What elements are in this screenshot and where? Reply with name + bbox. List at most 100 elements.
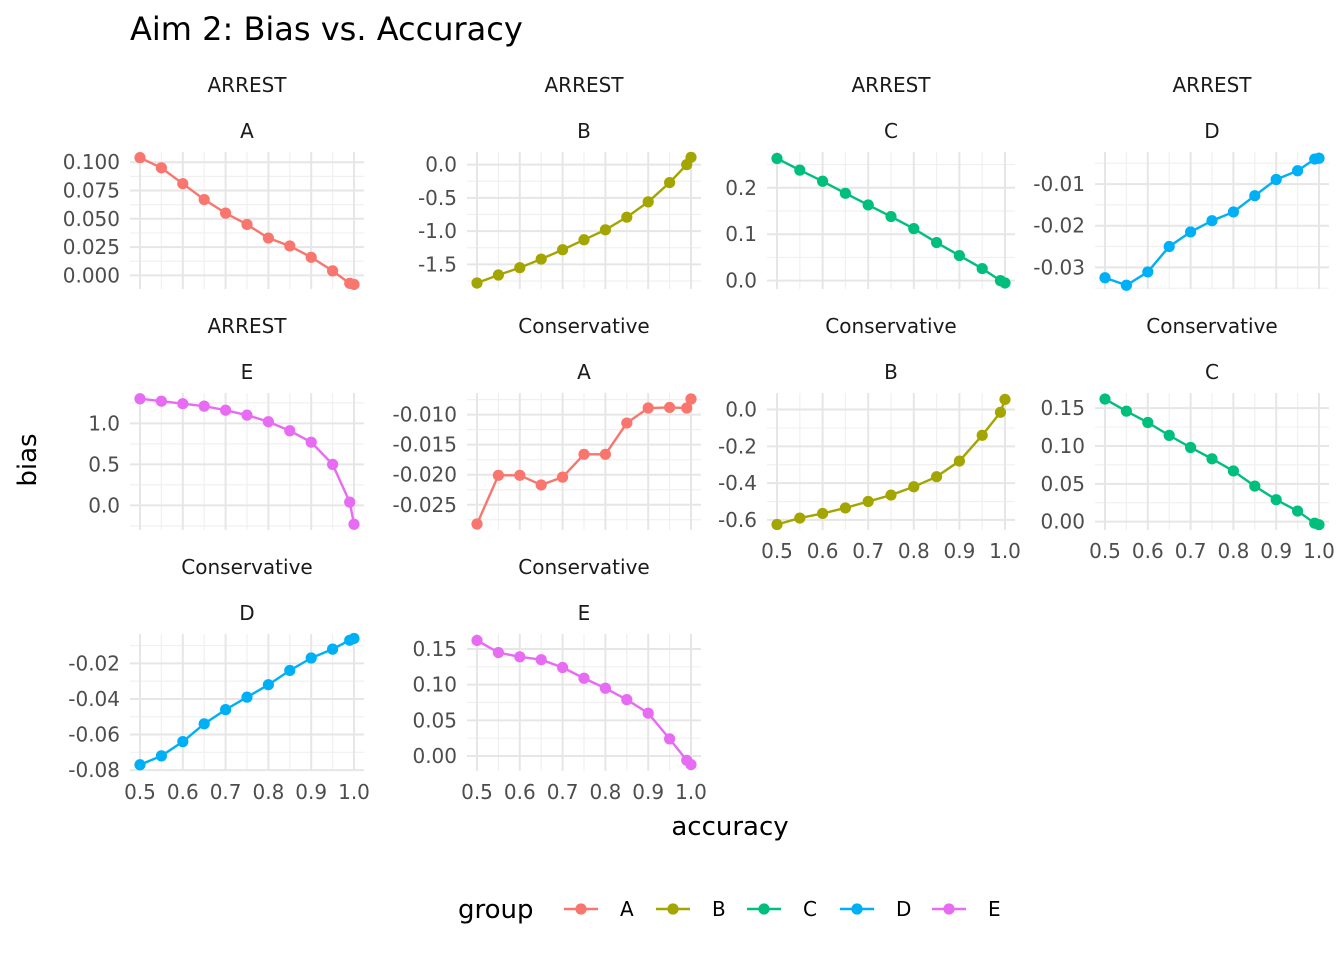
legend-label: A	[620, 897, 634, 921]
data-point	[134, 759, 146, 771]
data-point	[1142, 416, 1154, 429]
strip-label-group: E	[241, 360, 254, 384]
y-tick-label: 0.10	[1040, 434, 1085, 458]
legend-title: group	[458, 895, 534, 925]
data-point	[492, 469, 504, 481]
data-point	[885, 210, 897, 223]
y-tick-label: 0.2	[725, 176, 757, 200]
facet-panel: Conservative B 0.0 -0.2 -0.4 -0.60.5 0.6 0.7 0.8…	[718, 314, 1021, 563]
y-tick-label: -0.2	[718, 434, 757, 458]
data-point	[177, 398, 189, 410]
y-tick-label: -0.02	[68, 651, 120, 675]
legend-key-point	[943, 903, 955, 915]
y-tick-label: -0.025	[393, 493, 457, 517]
data-point	[134, 393, 146, 405]
x-tick-label: 1.0	[675, 780, 707, 804]
facet-panel: Conservative A -0.010 -0.015 -0.020 -0.025	[393, 314, 701, 530]
x-tick-label: 0.9	[943, 539, 975, 563]
data-point	[241, 218, 253, 231]
x-tick-label: 0.8	[898, 539, 930, 563]
data-point	[621, 694, 633, 706]
strip-label-top: Conservative	[825, 314, 956, 338]
y-tick-label: 0.0	[725, 398, 757, 422]
data-point	[177, 178, 189, 190]
data-point	[578, 448, 590, 460]
data-point	[220, 207, 232, 219]
data-point	[535, 654, 547, 666]
data-point	[1227, 206, 1239, 218]
data-point	[327, 458, 339, 470]
x-tick-label: 0.6	[807, 539, 839, 563]
strip-label-group: D	[239, 601, 254, 625]
data-point	[817, 507, 829, 520]
data-point	[241, 691, 253, 703]
data-point	[220, 404, 232, 416]
x-axis-title: accuracy	[671, 812, 788, 842]
y-tick-label: -0.020	[393, 463, 457, 487]
data-point	[599, 448, 612, 460]
y-tick-label: -0.5	[418, 186, 457, 210]
x-tick-label: 0.5	[461, 780, 493, 804]
strip-label-group: C	[1205, 360, 1219, 384]
data-point	[1249, 480, 1261, 492]
data-point	[220, 704, 232, 716]
legend-label: E	[988, 897, 1001, 921]
data-point	[999, 277, 1011, 289]
facet-panel: ARREST E 1.0 0.5 0.0	[88, 314, 364, 530]
data-point	[305, 436, 317, 448]
y-tick-label: -1.5	[418, 252, 457, 276]
data-point	[771, 518, 783, 531]
x-tick-label: 1.0	[338, 780, 370, 804]
data-point	[642, 707, 654, 719]
data-point	[953, 455, 966, 467]
data-point	[839, 502, 852, 514]
data-point	[1163, 429, 1175, 441]
y-tick-label: 0.025	[63, 235, 120, 259]
data-point	[198, 400, 210, 412]
data-point	[514, 469, 526, 481]
strip-label-group: B	[577, 119, 591, 143]
data-point	[1206, 215, 1218, 227]
legend-label: D	[896, 897, 911, 921]
y-tick-label: 0.0	[725, 269, 757, 293]
y-tick-label: 0.100	[63, 150, 120, 174]
y-tick-label: 0.1	[725, 222, 757, 246]
data-point	[348, 632, 360, 645]
data-point	[284, 240, 296, 252]
data-point	[241, 409, 253, 421]
strip-label-group: B	[884, 360, 898, 384]
strip-label-group: E	[578, 601, 591, 625]
data-point	[1206, 453, 1218, 465]
x-tick-label: 0.6	[167, 780, 199, 804]
data-point	[794, 512, 806, 524]
data-point	[471, 518, 483, 530]
data-point	[621, 417, 633, 429]
x-tick-label: 0.7	[547, 780, 579, 804]
legend-label: B	[712, 897, 726, 921]
y-tick-label: -0.03	[1033, 255, 1085, 279]
legend-key-point	[758, 903, 770, 915]
strip-label-top: ARREST	[1172, 73, 1252, 97]
x-tick-label: 0.9	[632, 780, 664, 804]
data-point	[1292, 165, 1304, 177]
legend: group A B C D E	[458, 895, 1001, 925]
data-point	[1270, 173, 1282, 186]
strip-label-group: A	[577, 360, 591, 384]
data-point	[1185, 441, 1197, 454]
data-point	[664, 176, 676, 189]
facet-panel: Conservative E 0.15 0.10 0.05 0.000.5 0.6 0.7 0.…	[412, 555, 706, 804]
strip-label-top: Conservative	[518, 555, 649, 579]
data-point	[599, 224, 612, 236]
strip-label-top: ARREST	[207, 314, 287, 338]
data-point	[262, 232, 274, 244]
data-point	[1249, 190, 1261, 202]
data-point	[931, 471, 943, 483]
data-point	[1099, 272, 1111, 284]
data-point	[514, 651, 526, 663]
facet-panel: Conservative C 0.15 0.10 0.05 0.000.5 0.6 0.7 0.…	[1040, 314, 1334, 563]
y-tick-label: -0.04	[68, 687, 120, 711]
data-point	[681, 402, 693, 414]
data-point	[155, 162, 167, 174]
data-point	[578, 672, 590, 684]
data-point	[862, 199, 874, 211]
